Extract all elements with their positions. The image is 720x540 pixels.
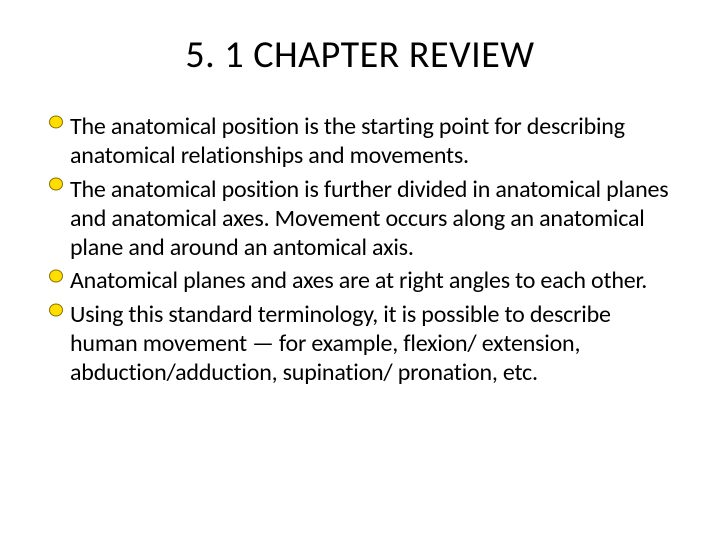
bullet-text: The anatomical position is further divid… bbox=[70, 175, 668, 263]
bullet-text: Using this standard terminology, it is p… bbox=[70, 300, 611, 388]
bullet-icon bbox=[48, 114, 64, 130]
list-item: The anatomical position is the starting … bbox=[48, 112, 672, 171]
slide-title: 5. 1 CHAPTER REVIEW bbox=[48, 32, 672, 78]
list-item: The anatomical position is further divid… bbox=[48, 175, 672, 263]
bullet-list: The anatomical position is the starting … bbox=[48, 112, 672, 387]
bullet-icon bbox=[48, 268, 64, 284]
bullet-icon bbox=[48, 302, 64, 318]
bullet-icon bbox=[48, 176, 64, 192]
slide: 5. 1 CHAPTER REVIEW The anatomical posit… bbox=[0, 0, 720, 540]
list-item: Anatomical planes and axes are at right … bbox=[48, 266, 672, 295]
bullet-text: Anatomical planes and axes are at right … bbox=[70, 266, 647, 295]
bullet-text: The anatomical position is the starting … bbox=[70, 112, 625, 170]
list-item: Using this standard terminology, it is p… bbox=[48, 300, 672, 388]
